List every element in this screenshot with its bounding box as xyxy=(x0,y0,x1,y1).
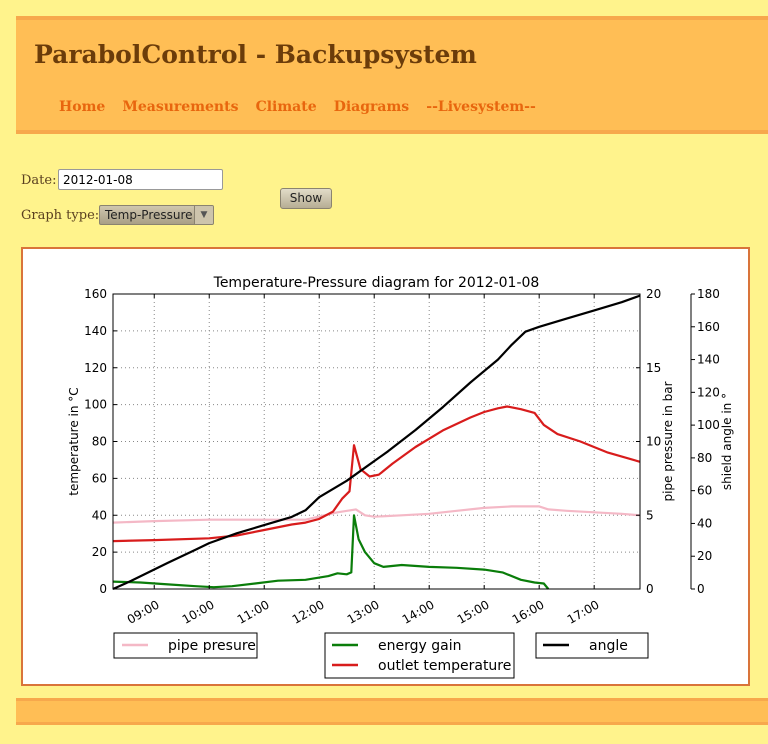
y-right2-tick-label: 40 xyxy=(697,516,712,530)
y-right2-axis-label: shield angle in ° xyxy=(720,393,734,490)
page-footer xyxy=(16,698,768,725)
series-line-pipe-presure xyxy=(112,505,641,524)
y-left-tick-label: 60 xyxy=(92,471,107,485)
y-right1-tick-label: 10 xyxy=(646,435,661,449)
nav-measurements-link[interactable]: Measurements xyxy=(122,99,239,115)
legend-energy-temperature xyxy=(324,632,515,679)
temperature-pressure-chart: Temperature-Pressure diagram for 2012-01… xyxy=(67,275,734,679)
chart-panel: Temperature-Pressure diagram for 2012-01… xyxy=(21,247,750,686)
x-tick-label: 13:00 xyxy=(345,597,382,626)
y-right2-tick-label: 160 xyxy=(697,320,720,334)
y-right1-tick-label: 5 xyxy=(646,508,654,522)
y-left-tick-label: 140 xyxy=(84,324,107,338)
legend-entry-outlet-temperature-label: outlet temperature xyxy=(378,658,511,674)
y-right2-tick-label: 0 xyxy=(697,582,705,596)
x-tick-label: 17:00 xyxy=(565,597,602,626)
y-right1-tick-label: 0 xyxy=(646,582,654,596)
date-input[interactable] xyxy=(58,169,223,190)
nav-livesystem-link[interactable]: --Livesystem-- xyxy=(426,99,536,115)
series-line-angle xyxy=(112,294,641,591)
y-right1-tick-label: 20 xyxy=(646,287,661,301)
graph-type-select[interactable]: Temp-Pressure ▼ xyxy=(99,205,214,225)
main-nav: Home Measurements Climate Diagrams --Liv… xyxy=(59,96,548,115)
x-tick-label: 16:00 xyxy=(510,597,547,626)
y-left-tick-label: 0 xyxy=(99,582,107,596)
y-left-tick-label: 100 xyxy=(84,398,107,412)
chart-title: Temperature-Pressure diagram for 2012-01… xyxy=(213,275,540,291)
x-tick-label: 10:00 xyxy=(180,597,217,626)
dropdown-arrow-icon: ▼ xyxy=(194,206,213,224)
y-right2-tick-label: 80 xyxy=(697,451,712,465)
graph-type-value: Temp-Pressure xyxy=(105,208,193,222)
y-left-axis-label: temperature in °C xyxy=(67,387,81,495)
y-left-tick-label: 20 xyxy=(92,545,107,559)
nav-diagrams-link[interactable]: Diagrams xyxy=(333,99,410,115)
x-tick-label: 09:00 xyxy=(125,597,162,626)
y-left-tick-label: 160 xyxy=(84,287,107,301)
plot-frame xyxy=(112,293,641,590)
legend-entry-pipe-pressure-label: pipe presure xyxy=(168,638,256,654)
legend-entry-energy-gain-label: energy gain xyxy=(378,638,461,654)
legend-entry-angle-label: angle xyxy=(589,638,628,654)
y-left-tick-label: 40 xyxy=(92,508,107,522)
series-line-outlet-temperature xyxy=(112,405,641,543)
page-header: ParabolControl - Backupsystem Home Measu… xyxy=(16,16,768,134)
y-right2-tick-label: 60 xyxy=(697,484,712,498)
graph-type-label: Graph type: xyxy=(21,208,100,223)
page-title: ParabolControl - Backupsystem xyxy=(34,40,477,69)
nav-home-link[interactable]: Home xyxy=(59,99,106,115)
y-right2-tick-label: 100 xyxy=(697,418,720,432)
y-right2-tick-label: 120 xyxy=(697,385,720,399)
y-right2-tick-label: 140 xyxy=(697,353,720,367)
y-left-tick-label: 80 xyxy=(92,435,107,449)
date-label: Date: xyxy=(21,173,57,188)
show-button[interactable]: Show xyxy=(280,188,332,209)
y-left-tick-label: 120 xyxy=(84,361,107,375)
y-right2-tick-label: 180 xyxy=(697,287,720,301)
y-right1-tick-label: 15 xyxy=(646,361,661,375)
nav-climate-link[interactable]: Climate xyxy=(255,99,317,115)
y-right2-tick-label: 20 xyxy=(697,549,712,563)
y-right1-axis-label: pipe pressure in bar xyxy=(661,381,675,501)
series-line-energy-gain xyxy=(112,514,550,590)
x-tick-label: 11:00 xyxy=(235,597,272,626)
x-tick-label: 12:00 xyxy=(290,597,327,626)
x-tick-label: 15:00 xyxy=(455,597,492,626)
x-tick-label: 14:00 xyxy=(400,597,437,626)
